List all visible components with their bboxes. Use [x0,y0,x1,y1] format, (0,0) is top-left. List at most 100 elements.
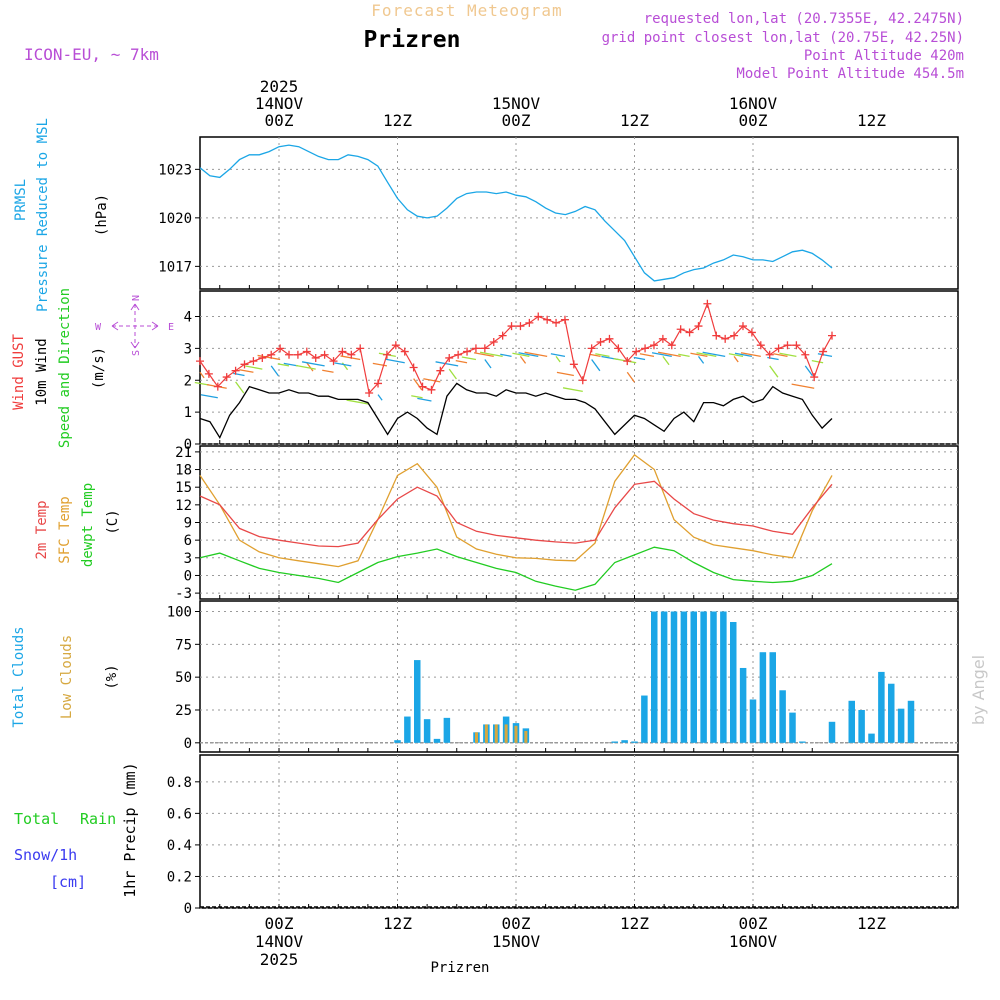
y-tick-label: 25 [175,703,192,719]
t2m-line [199,480,833,548]
total-cloud-bar [443,717,451,743]
wind-direction-arrow [767,356,779,361]
wind-direction-arrow [702,351,726,357]
bottom-time-label: 00Z [739,914,768,933]
y-tick-label: 0 [184,736,192,752]
total-cloud-bar [749,699,757,743]
panel-frame [199,754,959,909]
wind-direction-arrow [435,361,459,367]
wind-direction-arrow [384,358,405,364]
gust-marker [596,338,605,346]
total-cloud-bar [907,700,915,743]
wind-direction-arrow [500,353,512,357]
total-cloud-bar [660,611,668,743]
y-tick-label: 0 [184,901,192,917]
compass-rose: N S W E [95,295,174,356]
top-time-label: 12Z [857,111,886,130]
y-tick-label: 75 [175,637,192,653]
gust-marker [569,360,578,369]
total-cloud-bar [878,671,885,743]
panel-frame [199,136,959,290]
total-cloud-bar [848,700,855,743]
total-cloud-bar [651,611,658,743]
total-cloud-bar [641,695,648,743]
bottom-time-label: 00Z [265,914,294,933]
gust-marker [703,299,712,308]
y-tick-label: 1020 [158,211,192,227]
gust-marker [302,347,311,356]
wind-direction-arrow [556,371,574,377]
pressure-labels: PRMSL Pressure Reduced to MSL (hPa) [13,118,110,312]
y-tick-label: 0 [184,437,192,453]
compass-e: E [168,322,174,333]
wind-direction-arrow [728,353,744,357]
total-cloud-bar [680,611,688,743]
temp-labels: 2m Temp SFC Temp dewpt Temp (C) [34,483,121,567]
gust-marker [623,357,632,366]
gust-marker [685,328,694,337]
gust-line [199,301,833,395]
gust-marker [783,341,792,350]
gust-marker [285,350,294,359]
gust-marker [213,382,222,391]
dewpt-label: dewpt Temp [80,483,96,567]
gust-marker [614,344,623,353]
wind-direction-arrow [322,369,334,373]
y-tick-label: 4 [184,310,192,326]
y-tick-label: 1017 [158,259,192,275]
rain-label-rain: Rain [80,810,116,828]
precip-panel: 0 0.2 0.4 0.6 0.8 [167,754,959,917]
y-tick-label: 1 [184,405,192,421]
low-cloud-bar [475,732,478,743]
gust-label: Wind GUST [11,334,27,410]
top-time-label: 00Z [265,111,294,130]
y-tick-label: 50 [175,670,192,686]
y-tick-label: 12 [175,498,192,514]
y-tick-label: 2 [184,373,192,389]
gust-marker [382,350,391,359]
panel-frame [199,600,959,753]
total-cloud-bar [779,690,786,743]
wind-direction-arrow [283,362,299,367]
wind-direction-arrow [633,356,646,361]
gust-marker [329,357,338,366]
pressure-panel: 1017 1020 1023 [158,136,959,290]
gust-marker [649,341,658,350]
gust-marker [293,350,302,359]
wind-direction-arrow [550,353,566,357]
sfc-temp-line [199,453,833,568]
gust-marker [730,331,739,340]
footer-location: Prizren [430,960,489,976]
wind-direction-arrow [811,360,824,364]
bottom-time-label: 15NOV [492,932,541,951]
gust-marker [560,315,569,324]
wind-direction-arrow [239,369,254,373]
bottom-time-label: 12Z [383,914,412,933]
low-cloud-bar [504,724,508,743]
y-tick-label: 0.6 [167,806,192,822]
top-time-label: 00Z [739,111,768,130]
gust-marker [534,312,543,321]
pressure-label-short: PRMSL [13,179,29,221]
model-label: ICON-EU, ~ 7km [24,45,159,64]
wind-direction-arrow [295,364,316,370]
y-tick-label: 0.4 [167,838,192,854]
y-tick-label: 18 [175,463,192,479]
top-time-label: 16NOV [729,94,778,113]
y-tick-label: 6 [184,533,192,549]
wind-direction-arrow [334,362,352,367]
gust-marker [249,357,258,366]
total-cloud-bar [799,741,806,743]
total-cloud-bar [739,667,747,743]
wind-direction-arrow [740,352,761,357]
gust-marker [774,344,783,353]
gust-marker [338,347,347,356]
wind-direction-arrow [233,372,245,377]
top-time-label: 12Z [620,111,649,130]
gust-marker [391,341,400,350]
wind-direction-arrow [411,395,423,399]
wind-direction-arrow [340,355,361,361]
total-cloud-bar [789,712,796,743]
total-cloud-bar [720,611,727,743]
